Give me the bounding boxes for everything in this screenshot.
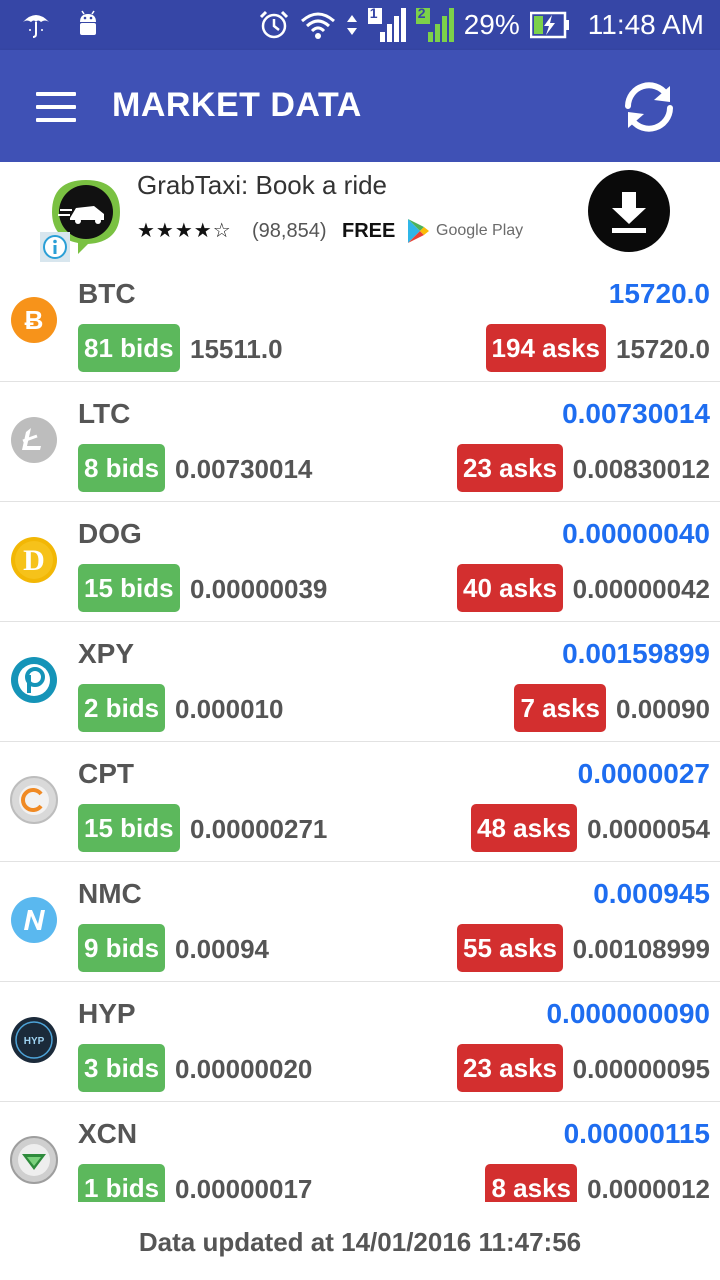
asks-badge: 40 asks [457, 564, 563, 612]
ad-banner[interactable]: GrabTaxi: Book a ride ★★★★☆ (98,854) FRE… [0, 162, 720, 262]
download-icon [612, 192, 646, 233]
coin-symbol: BTC [78, 278, 136, 309]
asks-badge: 55 asks [457, 924, 563, 972]
coin-price: 0.000000090 [546, 998, 710, 1029]
svg-text:D: D [23, 544, 45, 577]
last-updated-text: Data updated at 14/01/2016 11:47:56 [0, 1202, 720, 1280]
coin-symbol: HYP [78, 998, 136, 1029]
wifi-icon [300, 12, 335, 39]
ask-value: 0.00830012 [572, 454, 710, 484]
bid-value: 0.00730014 [175, 454, 313, 484]
grabtaxi-logo-icon [52, 180, 120, 254]
coin-price: 15720.0 [608, 278, 710, 309]
cryptonite-icon [10, 1136, 58, 1184]
coin-symbol: DOG [78, 518, 142, 549]
bids-badge: 15 bids [78, 564, 180, 612]
bid-value: 0.00094 [175, 934, 269, 964]
coin-symbol: XCN [78, 1118, 138, 1149]
signal-sim2-icon: 2 [415, 5, 454, 42]
bid-value: 0.00000017 [175, 1174, 313, 1202]
refresh-icon[interactable] [618, 76, 680, 138]
clock: 11:48 AM [587, 9, 704, 40]
asks-badge: 194 asks [485, 324, 606, 372]
svg-text:HYP: HYP [24, 1036, 45, 1047]
coin-symbol: NMC [78, 878, 142, 909]
coin-price: 0.00000040 [562, 518, 710, 549]
battery-charging-icon [529, 11, 569, 39]
asks-badge: 7 asks [514, 684, 606, 732]
bids-badge: 8 bids [78, 444, 166, 492]
coin-price: 0.00159899 [562, 638, 710, 669]
page-title: MARKET DATA [112, 86, 362, 124]
litecoin-icon [11, 417, 57, 463]
umbrella-icon [23, 15, 49, 38]
coin-price: 0.000945 [593, 878, 710, 909]
hamburger-menu-icon[interactable] [36, 92, 76, 122]
google-play-badge: Google Play [406, 218, 523, 244]
asks-badge: 48 asks [471, 804, 577, 852]
market-list[interactable]: Ƀ BTC 15720.0 81 bids 15511.0 194 asks 1… [0, 262, 720, 1202]
bids-badge: 15 bids [78, 804, 180, 852]
ask-value: 15720.0 [616, 334, 710, 364]
coin-price: 0.00730014 [562, 398, 710, 429]
bid-value: 0.00000271 [190, 814, 328, 844]
android-icon [80, 10, 96, 35]
alarm-icon [259, 10, 288, 39]
paycoin-icon [11, 657, 57, 703]
coin-row-ltc[interactable]: LTC 0.00730014 8 bids 0.00730014 23 asks… [0, 382, 720, 502]
ad-rating-count: (98,854) [252, 220, 327, 242]
bid-value: 0.00000039 [190, 574, 328, 604]
coin-row-btc[interactable]: Ƀ BTC 15720.0 81 bids 15511.0 194 asks 1… [0, 262, 720, 382]
coin-row-xcn[interactable]: XCN 0.00000115 1 bids 0.00000017 8 asks … [0, 1102, 720, 1202]
ask-value: 0.0000012 [587, 1174, 710, 1202]
coin-price: 0.0000027 [577, 758, 710, 789]
bids-badge: 81 bids [78, 324, 180, 372]
sim2-label: 2 [417, 5, 426, 21]
bid-value: 15511.0 [190, 334, 283, 364]
coin-row-cpt[interactable]: CPT 0.0000027 15 bids 0.00000271 48 asks… [0, 742, 720, 862]
signal-sim1-icon: 1 [367, 5, 406, 42]
coin-row-nmc[interactable]: NMC 0.000945 9 bids 0.00094 55 asks 0.00… [0, 862, 720, 982]
bids-badge: 9 bids [78, 924, 166, 972]
bids-badge: 3 bids [78, 1044, 166, 1092]
google-play-label: Google Play [436, 222, 524, 239]
coin-row-dog[interactable]: D DOG 0.00000040 15 bids 0.00000039 40 a… [0, 502, 720, 622]
bid-value: 0.00000020 [175, 1054, 313, 1084]
coin-symbol: XPY [78, 638, 135, 669]
sim1-label: 1 [369, 5, 378, 21]
svg-text:Ƀ: Ƀ [25, 305, 44, 335]
ad-title: GrabTaxi: Book a ride [137, 170, 388, 200]
namecoin-icon [11, 897, 57, 943]
coin-row-xpy[interactable]: XPY 0.00159899 2 bids 0.000010 7 asks 0.… [0, 622, 720, 742]
google-play-icon [408, 219, 429, 243]
ad-rating-stars: ★★★★☆ [137, 220, 232, 242]
ask-value: 0.00000095 [572, 1054, 710, 1084]
battery-percent: 29% [463, 9, 520, 40]
data-arrows-icon [346, 15, 357, 35]
info-icon[interactable] [40, 232, 70, 262]
bids-badge: 2 bids [78, 684, 166, 732]
asks-badge: 23 asks [457, 444, 563, 492]
status-bar: 1 2 29% 11:48 AM [0, 0, 720, 50]
download-button[interactable] [588, 170, 670, 252]
asks-badge: 23 asks [457, 1044, 563, 1092]
coin-symbol: CPT [78, 758, 134, 789]
cryptaur-icon [10, 776, 58, 824]
bids-badge: 1 bids [78, 1164, 166, 1202]
ask-value: 0.00090 [616, 694, 710, 724]
ask-value: 0.00000042 [572, 574, 710, 604]
dogecoin-icon: D [11, 537, 57, 583]
bitcoin-icon: Ƀ [11, 297, 57, 343]
coin-row-hyp[interactable]: HYP HYP 0.000000090 3 bids 0.00000020 23… [0, 982, 720, 1102]
asks-badge: 8 asks [485, 1164, 577, 1202]
bid-value: 0.000010 [175, 694, 284, 724]
hyperstake-icon: HYP [11, 1017, 57, 1063]
coin-price: 0.00000115 [563, 1118, 710, 1149]
app-bar: MARKET DATA [0, 50, 720, 162]
ad-price: FREE [342, 220, 396, 242]
coin-symbol: LTC [78, 398, 131, 429]
ask-value: 0.0000054 [587, 814, 710, 844]
ask-value: 0.00108999 [572, 934, 710, 964]
